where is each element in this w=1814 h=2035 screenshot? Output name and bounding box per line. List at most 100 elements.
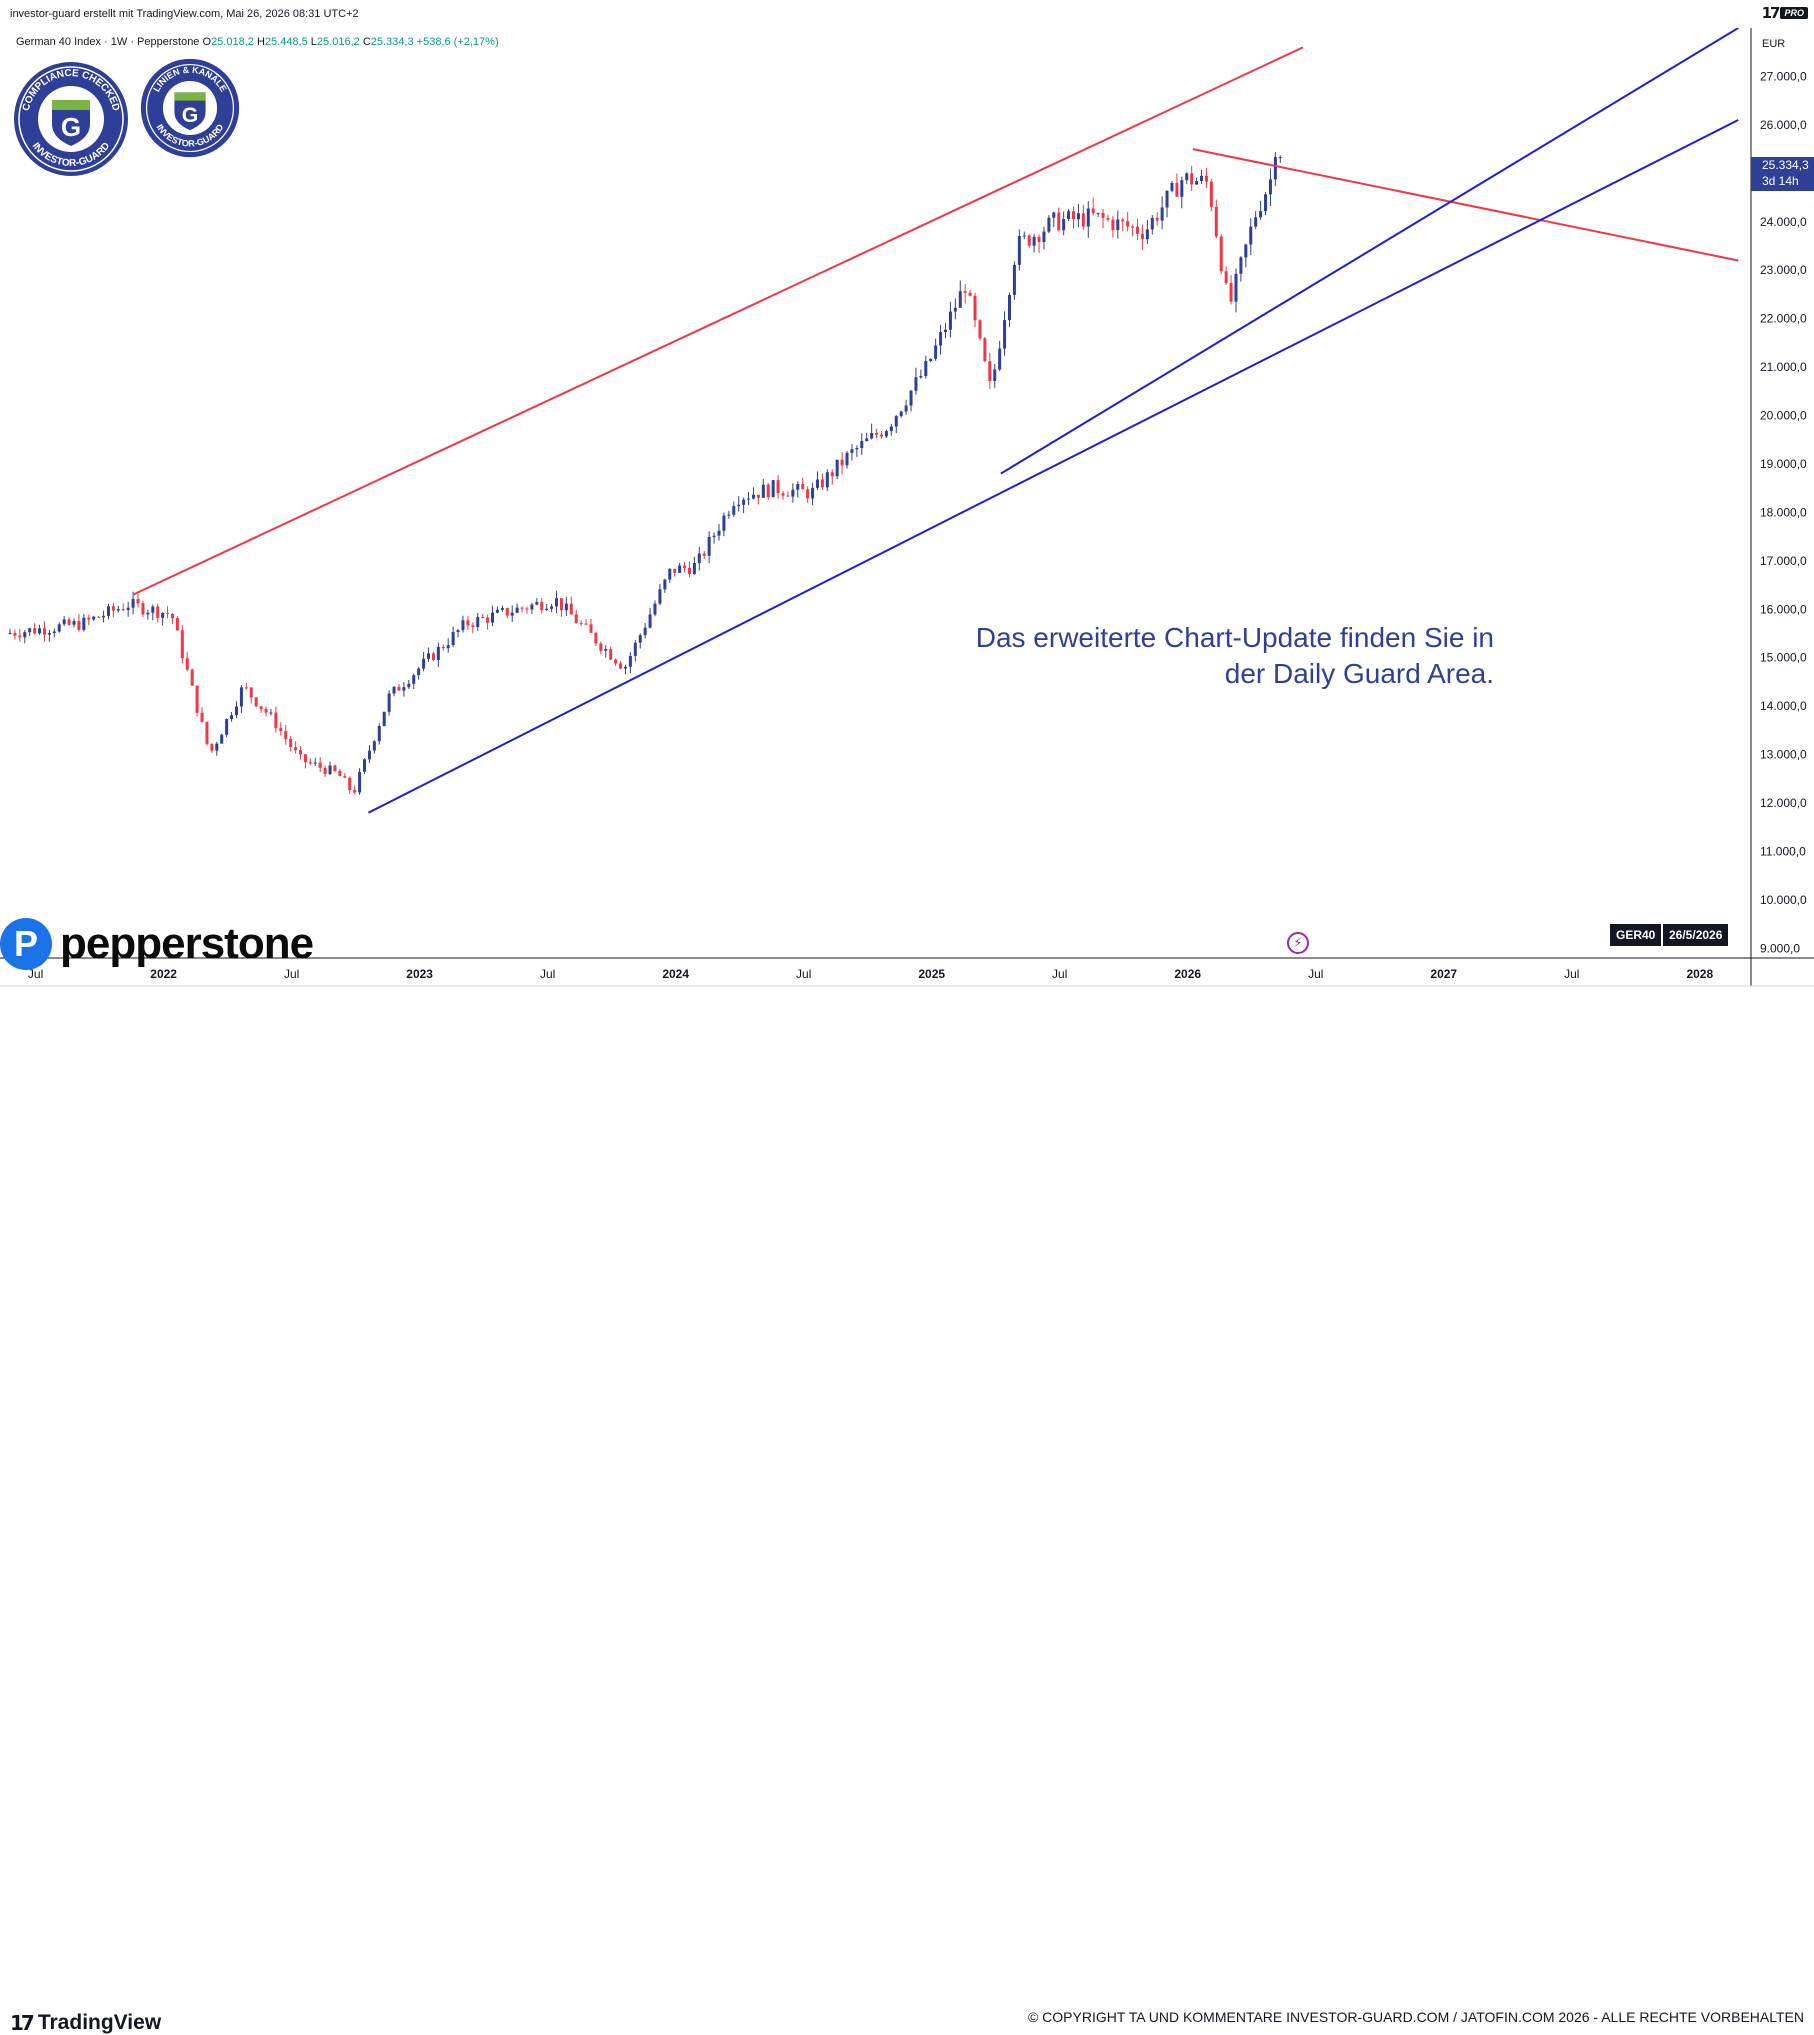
candle-body — [717, 530, 721, 536]
candle-body — [328, 765, 332, 775]
candle-body — [983, 338, 987, 362]
candle-body — [57, 624, 61, 632]
candle-body — [1106, 218, 1110, 220]
candle-body — [904, 405, 908, 412]
candle-body — [441, 646, 445, 649]
candle-body — [505, 608, 509, 616]
candle-body — [756, 494, 760, 498]
candle-body — [367, 750, 371, 760]
candle-body — [1229, 282, 1233, 302]
candle-body — [402, 687, 406, 691]
candle-body — [722, 515, 726, 531]
tradingview-pro-logo: 17 PRO — [1761, 4, 1808, 22]
candle-body — [1224, 271, 1228, 283]
candle-body — [52, 631, 56, 634]
time-tick-label: 2026 — [1174, 967, 1201, 981]
copyright-text: © COPYRIGHT TA UND KOMMENTARE INVESTOR-G… — [1027, 2009, 1804, 2025]
candle-body — [116, 609, 120, 611]
candle-body — [1131, 226, 1135, 228]
candle-body — [234, 706, 238, 716]
candle-body — [638, 635, 642, 643]
candle-body — [1047, 217, 1051, 232]
candle-body — [1057, 212, 1061, 231]
candle-body — [1234, 273, 1238, 302]
symbol-legend: German 40 Index · 1W · Pepperstone O25.0… — [16, 36, 499, 48]
candle-body — [1175, 183, 1179, 197]
candle-body — [28, 628, 32, 633]
candle-body — [919, 375, 923, 378]
bar-countdown: 3d 14h — [1762, 174, 1799, 188]
price-tick-label: 15.000,0 — [1760, 651, 1807, 665]
time-tick-label: Jul — [1308, 967, 1323, 981]
candle-body — [673, 568, 677, 573]
candle-body — [1072, 211, 1076, 220]
candle-body — [264, 708, 268, 713]
candle-body — [924, 361, 928, 376]
candle-body — [486, 617, 490, 623]
candle-body — [973, 295, 977, 321]
tradingview-footer-logo[interactable]: 17 TradingView — [10, 2011, 161, 2035]
candle-body — [151, 606, 155, 613]
time-tick-label: 2028 — [1686, 967, 1713, 981]
candle-body — [195, 685, 199, 713]
candle-body — [510, 612, 514, 616]
candle-body — [914, 377, 918, 391]
candle-body — [870, 432, 874, 439]
candle-body — [1259, 211, 1263, 218]
price-chart[interactable]: 27.000,026.000,025.000,024.000,023.000,0… — [0, 28, 1814, 1018]
tradingview-mark-icon: 17 — [1761, 4, 1781, 22]
candle-body — [830, 472, 834, 477]
candle-body — [1195, 181, 1199, 185]
price-tick-label: 24.000,0 — [1760, 215, 1807, 229]
candle-body — [210, 743, 214, 751]
candle-body — [170, 613, 174, 619]
candle-body — [1091, 208, 1095, 214]
chart-caption: investor-guard erstellt mit TradingView.… — [10, 8, 359, 20]
candle-body — [1160, 207, 1164, 221]
lightning-icon[interactable]: ⚡ — [1287, 932, 1309, 954]
candle-body — [1081, 213, 1085, 227]
candle-body — [559, 598, 563, 611]
candle-body — [879, 434, 883, 437]
candle-body — [358, 771, 362, 793]
candle-body — [998, 348, 1002, 370]
candle-body — [343, 776, 347, 778]
candle-body — [308, 762, 312, 764]
candle-body — [190, 669, 194, 686]
time-tick-label: 2027 — [1430, 967, 1457, 981]
candle-body — [1204, 175, 1208, 182]
low-value: 25.016,2 — [316, 36, 360, 48]
candle-body — [13, 632, 17, 636]
candle-body — [584, 623, 588, 625]
candle-body — [200, 712, 204, 722]
candle-body — [692, 563, 696, 575]
price-tick-label: 13.000,0 — [1760, 748, 1807, 762]
candle-body — [761, 484, 765, 498]
candle-body — [737, 504, 741, 507]
candle-body — [471, 625, 475, 627]
time-tick-label: Jul — [796, 967, 811, 981]
cta-line-2: der Daily Guard Area. — [1224, 658, 1494, 689]
candle-body — [840, 459, 844, 466]
candle-body — [643, 627, 647, 636]
candle-body — [707, 536, 711, 556]
candle-body — [697, 553, 701, 564]
candle-body — [1249, 226, 1253, 245]
candle-body — [1012, 264, 1016, 295]
candle-body — [1126, 221, 1130, 227]
candle-body — [1086, 208, 1090, 227]
candle-body — [865, 438, 869, 442]
candle-body — [259, 706, 263, 709]
currency-label[interactable]: EUR — [1762, 38, 1786, 50]
candle-body — [1239, 257, 1243, 274]
price-tick-label: 26.000,0 — [1760, 118, 1807, 132]
candle-body — [1165, 190, 1169, 208]
candle-body — [1067, 211, 1071, 219]
candle-body — [417, 668, 421, 676]
candle-body — [436, 646, 440, 660]
candle-body — [564, 603, 568, 611]
candle-body — [653, 603, 657, 615]
candle-body — [244, 687, 248, 689]
candle-body — [978, 320, 982, 339]
candle-body — [407, 683, 411, 688]
